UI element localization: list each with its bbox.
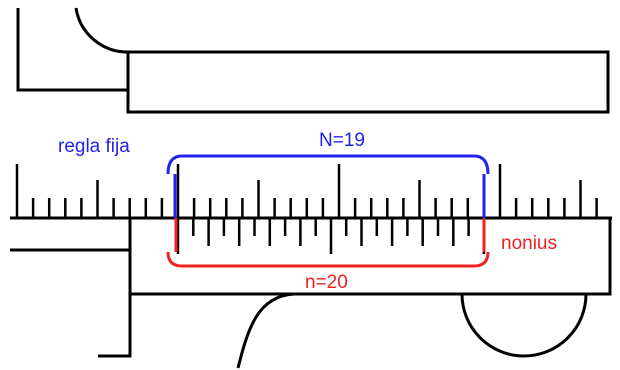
fixed-scale-label: regla fija <box>58 136 130 157</box>
lower-jaw <box>98 292 588 369</box>
lower-count-label: n=20 <box>305 272 348 293</box>
vernier-span-bracket <box>166 218 490 268</box>
upper-slider-bar <box>126 50 610 114</box>
vernier-label: nonius <box>501 233 557 254</box>
fixed-span-bracket <box>166 154 490 218</box>
upper-jaw <box>16 7 129 92</box>
vernier-scale-ticks <box>176 218 486 254</box>
fixed-scale-ticks <box>15 164 598 218</box>
upper-count-label: N=19 <box>319 130 365 151</box>
